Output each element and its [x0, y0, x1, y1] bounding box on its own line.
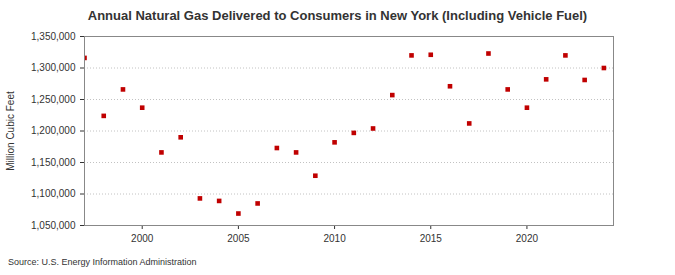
svg-text:2000: 2000	[131, 233, 154, 244]
svg-text:2005: 2005	[227, 233, 250, 244]
svg-text:1,250,000: 1,250,000	[31, 94, 76, 105]
html-text:Source: U.S. Energy Informatio: Source: U.S. Energy Information Administ…	[8, 257, 197, 267]
svg-text:1,350,000: 1,350,000	[31, 31, 76, 42]
svg-text:1,150,000: 1,150,000	[31, 157, 76, 168]
svg-text:1,100,000: 1,100,000	[31, 188, 76, 199]
svg-text:1,050,000: 1,050,000	[31, 220, 76, 231]
svg-text:Million Cubic Feet: Million Cubic Feet	[5, 91, 16, 171]
svg-text:1,200,000: 1,200,000	[31, 125, 76, 136]
html-text:Annual Natural Gas Delivered t: Annual Natural Gas Delivered to Consumer…	[87, 8, 588, 23]
svg-text:2020: 2020	[516, 233, 539, 244]
svg-text:2015: 2015	[420, 233, 443, 244]
svg-text:1,300,000: 1,300,000	[31, 62, 76, 73]
svg-text:2010: 2010	[323, 233, 346, 244]
